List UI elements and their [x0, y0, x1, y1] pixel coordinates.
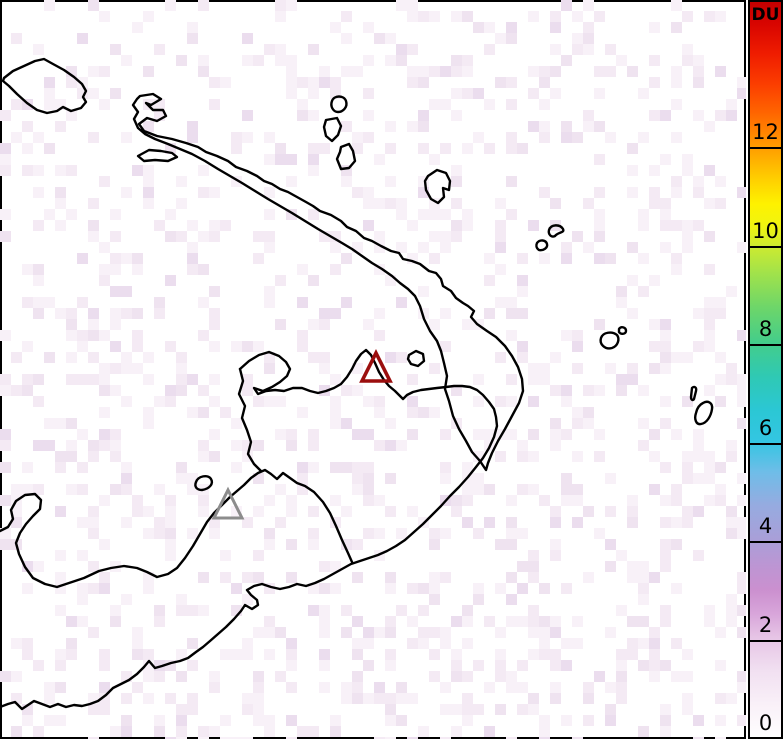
- tiny-island-right-b-coastline: [617, 326, 628, 335]
- colorbar-tick-label-12: 12: [752, 120, 779, 144]
- colorbar-tick-label-2: 2: [758, 613, 773, 637]
- colorbar-tick-label-8: 8: [758, 317, 773, 341]
- colorbar-gradient: [750, 2, 781, 737]
- volcano-marker-red: [359, 348, 393, 383]
- edge-island-tick-coastline: [689, 385, 698, 402]
- island-chain-mid-coastline: [322, 116, 343, 143]
- colorbar: 12 10 8 6 4 2 0 DU: [748, 0, 783, 739]
- colorbar-tick-line-10: [750, 246, 781, 248]
- island-sliver-coastline: [136, 148, 179, 163]
- edge-island-hook-coastline: [694, 400, 714, 426]
- long-island-coastline: [131, 92, 525, 472]
- colorbar-tick-line-12: [750, 147, 781, 149]
- bay-connector-coast-coastline: [237, 367, 263, 473]
- volcano-marker-gray: [211, 486, 245, 520]
- island-top-round-coastline: [423, 168, 452, 205]
- tiny-island-right-a-coastline: [599, 331, 620, 350]
- background-noise-pixels: [0, 0, 746, 739]
- map-area: [0, 0, 746, 739]
- map-canvas: [0, 0, 746, 739]
- colorbar-tick-line-6: [750, 443, 781, 445]
- colorbar-tick-line-4: [750, 541, 781, 543]
- mainland-coast-coastline: [0, 348, 499, 711]
- island-chain-low-coastline: [335, 142, 357, 171]
- colorbar-tick-line-2: [750, 640, 781, 642]
- colorbar-tick-label-10: 10: [752, 219, 779, 243]
- small-island-mid-coastline: [406, 349, 426, 368]
- tiny-island-pair-a-coastline: [547, 224, 565, 238]
- colorbar-tick-line-8: [750, 344, 781, 346]
- colorbar-tick-label-6: 6: [758, 416, 773, 440]
- colorbar-title: DU: [751, 5, 780, 25]
- coastlines: [0, 57, 714, 711]
- island-near-gray-marker-coastline: [194, 474, 214, 492]
- upper-left-landmass-coast-coastline: [0, 468, 354, 589]
- colorbar-tick-label-4: 4: [758, 514, 773, 538]
- volcano-markers: [211, 348, 393, 520]
- island-top-left-coastline: [1, 57, 88, 115]
- colorbar-tick-label-0: 0: [758, 711, 773, 735]
- tiny-island-pair-b-coastline: [535, 239, 549, 252]
- island-chain-circle-coastline: [330, 95, 348, 114]
